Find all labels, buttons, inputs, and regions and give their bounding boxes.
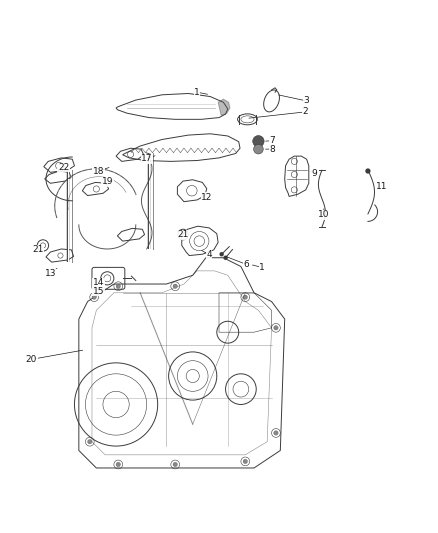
Polygon shape <box>218 99 230 115</box>
Text: 10: 10 <box>318 211 329 219</box>
Text: 13: 13 <box>45 270 56 278</box>
Circle shape <box>92 295 96 300</box>
Text: 4: 4 <box>206 250 212 259</box>
Text: 11: 11 <box>376 182 388 191</box>
Text: 19: 19 <box>102 177 113 187</box>
Text: 2: 2 <box>303 107 308 116</box>
Circle shape <box>365 168 371 174</box>
Text: 20: 20 <box>26 355 37 364</box>
Text: 9: 9 <box>311 169 318 178</box>
Text: 12: 12 <box>201 193 212 202</box>
Text: 6: 6 <box>243 260 249 269</box>
Text: 21: 21 <box>32 245 44 254</box>
Circle shape <box>223 255 228 260</box>
Text: 3: 3 <box>304 96 310 106</box>
Circle shape <box>88 440 92 444</box>
Text: 22: 22 <box>58 163 69 172</box>
Circle shape <box>274 326 278 330</box>
Text: 17: 17 <box>141 154 152 163</box>
Text: 15: 15 <box>93 287 104 296</box>
Circle shape <box>116 462 120 467</box>
Text: 8: 8 <box>269 144 276 154</box>
Circle shape <box>253 135 264 147</box>
Circle shape <box>173 284 177 288</box>
Text: 1: 1 <box>194 87 200 96</box>
Text: 18: 18 <box>93 166 104 175</box>
Text: 1: 1 <box>259 263 265 272</box>
Circle shape <box>254 144 263 154</box>
Circle shape <box>243 459 247 464</box>
Text: 14: 14 <box>93 278 104 287</box>
Circle shape <box>173 462 177 467</box>
Text: 7: 7 <box>269 136 276 146</box>
Circle shape <box>243 295 247 300</box>
Circle shape <box>116 284 120 288</box>
Circle shape <box>219 252 224 256</box>
Text: 21: 21 <box>177 230 189 239</box>
Circle shape <box>274 431 278 435</box>
